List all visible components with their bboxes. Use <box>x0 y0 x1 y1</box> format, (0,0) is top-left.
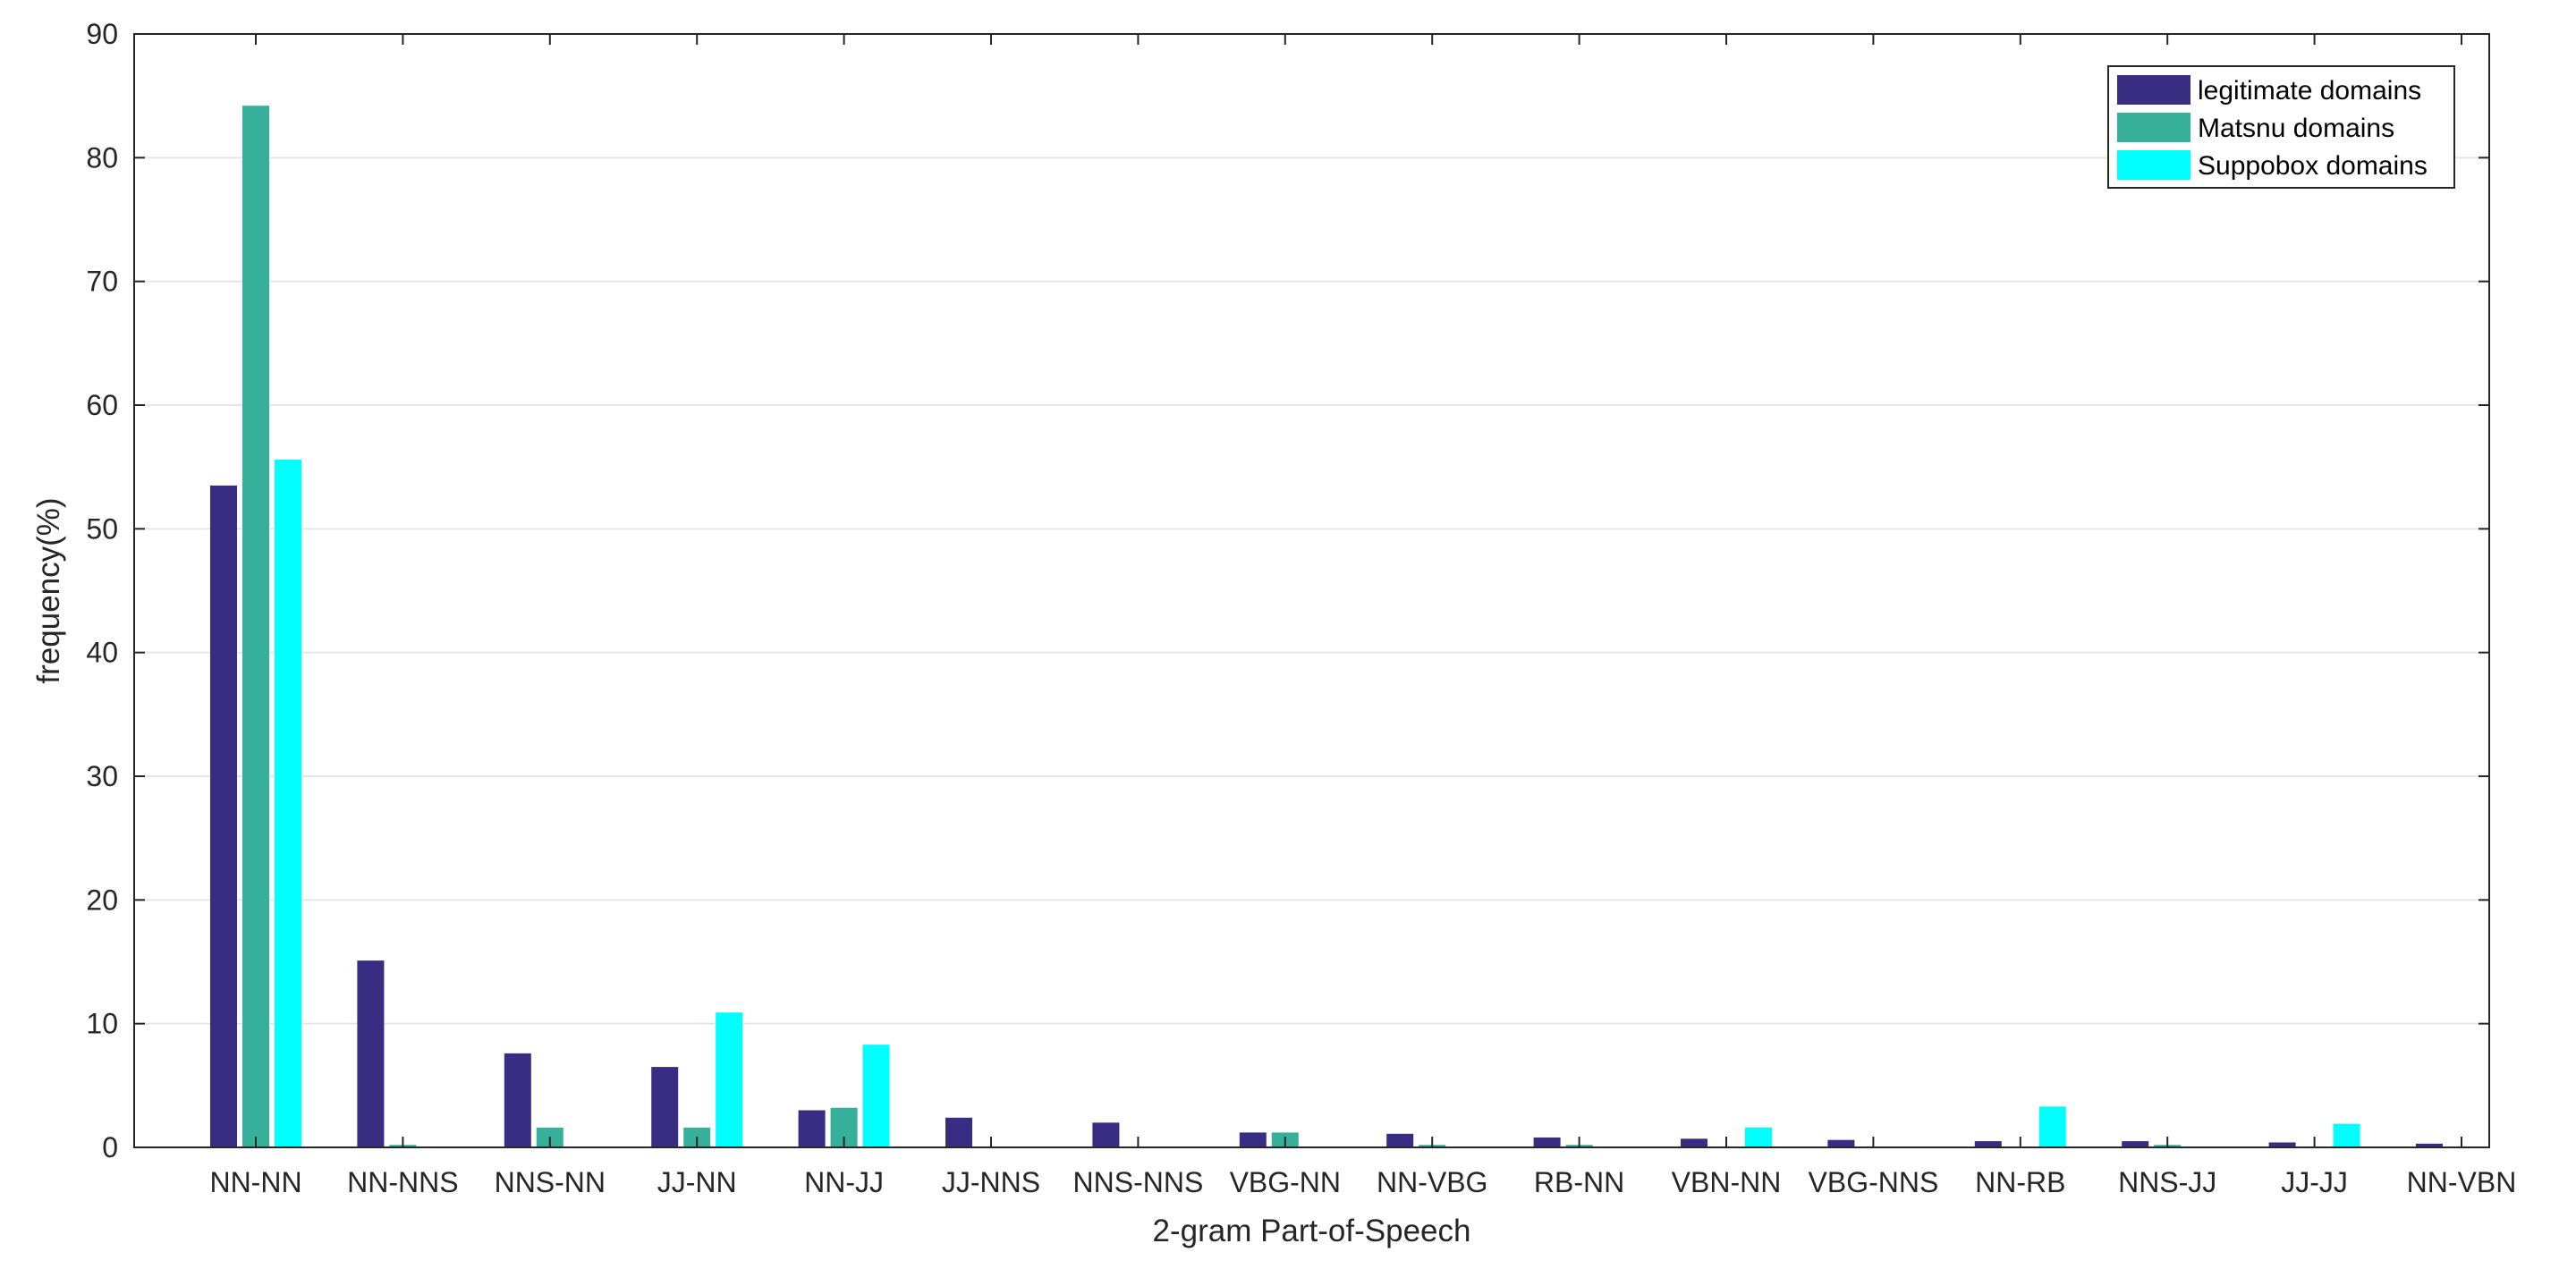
bar-1-nn-vbn <box>2416 1143 2443 1147</box>
x-tick-label: NN-JJ <box>804 1166 884 1198</box>
bar-1-vbg-nn <box>1239 1132 1267 1147</box>
y-tick-label: 30 <box>86 760 118 792</box>
x-tick-label: VBN-NN <box>1672 1166 1782 1198</box>
bar-1-nn-vbg <box>1386 1133 1414 1147</box>
x-axis-label: 2-gram Part-of-Speech <box>1153 1214 1471 1248</box>
y-tick-label: 50 <box>86 512 118 545</box>
x-tick-label: VBG-NNS <box>1809 1166 1939 1198</box>
bar-1-nn-rb <box>1974 1141 2002 1147</box>
bar-1-nns-jj <box>2122 1141 2149 1147</box>
bar-3-nn-nn <box>275 459 301 1147</box>
legend: legitimate domains Matsnu domains Suppobox… <box>2107 65 2455 189</box>
y-tick-label: 60 <box>86 389 118 421</box>
legend-swatch <box>2117 113 2190 142</box>
x-tick-label: NNS-NNS <box>1073 1166 1204 1198</box>
x-tick-label: NN-VBN <box>2407 1166 2517 1198</box>
x-tick-label: NN-NNS <box>347 1166 458 1198</box>
bar-1-vbn-nn <box>1681 1138 1707 1147</box>
x-tick-label: VBG-NN <box>1230 1166 1341 1198</box>
bar-3-jj-jj <box>2333 1123 2360 1147</box>
bar-1-vbg-nns <box>1827 1139 1855 1147</box>
y-tick-label: 80 <box>86 141 118 173</box>
bar-2-nn-nn <box>242 106 269 1148</box>
bar-3-nn-rb <box>2038 1106 2066 1147</box>
bar-1-jj-nns <box>945 1117 972 1147</box>
x-tick-label: JJ-NN <box>657 1166 737 1198</box>
bar-1-nn-jj <box>798 1110 826 1147</box>
legend-label: legitimate domains <box>2198 76 2421 106</box>
x-tick-label: NNS-JJ <box>2118 1166 2216 1198</box>
bar-1-rb-nn <box>1533 1137 1561 1147</box>
y-axis-label: frequency(%) <box>31 497 66 683</box>
bar-3-jj-nn <box>716 1012 743 1147</box>
x-tick-label: RB-NN <box>1534 1166 1624 1198</box>
x-tick-label: NN-RB <box>1975 1166 2065 1198</box>
gridlines <box>134 157 2489 1025</box>
legend-label: Suppobox domains <box>2198 151 2428 181</box>
y-tick-label: 40 <box>86 637 118 669</box>
bar-3-vbn-nn <box>1745 1127 1772 1147</box>
bar-1-nns-nns <box>1092 1122 1120 1147</box>
y-tick-label: 90 <box>86 18 118 50</box>
x-tick-label: JJ-JJ <box>2281 1166 2348 1198</box>
x-axis-ticks: NN-NN NN-NNS NNS-NN JJ-NN NN-JJ JJ-NNS NNS-NNS… <box>209 34 2516 1198</box>
bar-1-nn-nn <box>210 485 237 1147</box>
y-tick-label: 10 <box>86 1008 118 1040</box>
bar-1-jj-nn <box>651 1067 679 1147</box>
legend-swatch <box>2117 150 2190 180</box>
bar-1-nns-nn <box>504 1053 531 1147</box>
bar-3-nn-jj <box>862 1045 890 1147</box>
y-tick-label: 70 <box>86 266 118 298</box>
bar-1-nn-nns <box>357 960 385 1147</box>
bars <box>210 106 2443 1148</box>
y-tick-label: 20 <box>86 884 118 916</box>
x-tick-label: NN-NN <box>209 1166 301 1198</box>
legend-swatch <box>2117 75 2190 105</box>
bar-1-jj-jj <box>2268 1142 2296 1147</box>
x-tick-label: NNS-NN <box>495 1166 606 1198</box>
y-tick-label: 0 <box>102 1131 118 1163</box>
plot-frame <box>133 33 2490 1148</box>
legend-label: Matsnu domains <box>2198 114 2394 143</box>
y-axis-ticks: 0 10 20 30 40 50 60 70 80 90 <box>86 18 2489 1163</box>
x-tick-label: NN-VBG <box>1377 1166 1487 1198</box>
x-tick-label: JJ-NNS <box>942 1166 1040 1198</box>
